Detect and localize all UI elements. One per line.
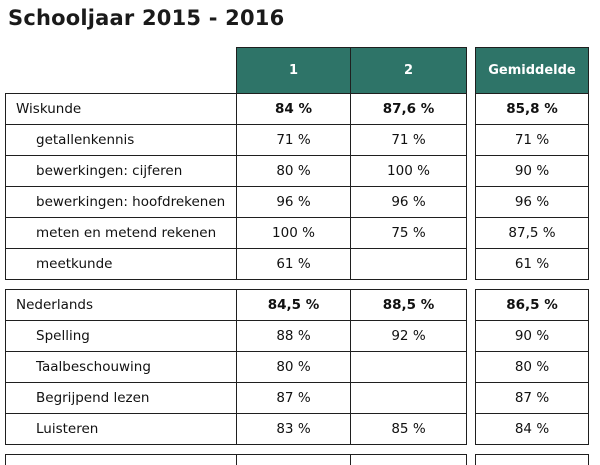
avg-table-row: 80 % <box>476 352 589 383</box>
section-gap <box>476 445 589 455</box>
section-gap <box>476 280 589 290</box>
section-gap <box>6 280 467 290</box>
row-value-1: 83 % <box>237 414 351 445</box>
page-title: Schooljaar 2015 - 2016 <box>8 6 284 30</box>
row-label: Taalbeschouwing <box>6 352 237 383</box>
section-avg-row: 86,5 % <box>476 290 589 321</box>
row-value-2: 85 % <box>351 414 467 445</box>
average-table: Gemiddelde 85,8 %71 %90 %96 %87,5 %61 %8… <box>475 47 589 465</box>
avg-table-row: 87,5 % <box>476 218 589 249</box>
row-average: 71 % <box>476 125 589 156</box>
row-average: 84 % <box>476 414 589 445</box>
row-average: 87 % <box>476 383 589 414</box>
avg-table-row: 87 % <box>476 383 589 414</box>
header-row: 1 2 <box>6 48 467 94</box>
row-value-2: 100 % <box>351 156 467 187</box>
section-average: 85,8 % <box>476 94 589 125</box>
section-value-1: 84,5 % <box>237 290 351 321</box>
avg-table-row: 61 % <box>476 249 589 280</box>
row-value-1: 71 % <box>237 125 351 156</box>
section-value-2: 87,6 % <box>351 94 467 125</box>
row-average: 90 % <box>476 321 589 352</box>
row-value-1: 80 % <box>237 156 351 187</box>
row-label: Spelling <box>6 321 237 352</box>
row-average: 61 % <box>476 249 589 280</box>
row-average: 80 % <box>476 352 589 383</box>
row-label: bewerkingen: hoofdrekenen <box>6 187 237 218</box>
next-section-row <box>476 455 589 465</box>
row-value-2 <box>351 383 467 414</box>
section-avg-row: 85,8 % <box>476 94 589 125</box>
row-value-1: 100 % <box>237 218 351 249</box>
row-value-1: 96 % <box>237 187 351 218</box>
row-value-2: 96 % <box>351 187 467 218</box>
row-value-2 <box>351 249 467 280</box>
header-col-1: 1 <box>237 48 351 94</box>
avg-table-row: 71 % <box>476 125 589 156</box>
row-label: Begrijpend lezen <box>6 383 237 414</box>
section-value-2: 88,5 % <box>351 290 467 321</box>
section-name: Nederlands <box>6 290 237 321</box>
avg-header-row: Gemiddelde <box>476 48 589 94</box>
row-value-1: 87 % <box>237 383 351 414</box>
section-gap <box>6 445 467 455</box>
row-average: 90 % <box>476 156 589 187</box>
row-label: bewerkingen: cijferen <box>6 156 237 187</box>
row-value-2: 71 % <box>351 125 467 156</box>
row-label: meten en metend rekenen <box>6 218 237 249</box>
row-value-2 <box>351 352 467 383</box>
section-value-1: 84 % <box>237 94 351 125</box>
avg-table-row: 96 % <box>476 187 589 218</box>
section-average: 86,5 % <box>476 290 589 321</box>
row-value-2: 92 % <box>351 321 467 352</box>
header-col-2: 2 <box>351 48 467 94</box>
row-value-2: 75 % <box>351 218 467 249</box>
section-name: Wiskunde <box>6 94 237 125</box>
row-average: 96 % <box>476 187 589 218</box>
avg-table-row: 84 % <box>476 414 589 445</box>
row-label: meetkunde <box>6 249 237 280</box>
row-average: 87,5 % <box>476 218 589 249</box>
header-blank-cell <box>6 48 237 94</box>
row-label: Luisteren <box>6 414 237 445</box>
avg-table-row: 90 % <box>476 156 589 187</box>
row-value-1: 61 % <box>237 249 351 280</box>
row-value-1: 88 % <box>237 321 351 352</box>
header-average: Gemiddelde <box>476 48 589 94</box>
row-label: getallenkennis <box>6 125 237 156</box>
avg-table-row: 90 % <box>476 321 589 352</box>
next-section-row <box>6 455 467 465</box>
row-value-1: 80 % <box>237 352 351 383</box>
